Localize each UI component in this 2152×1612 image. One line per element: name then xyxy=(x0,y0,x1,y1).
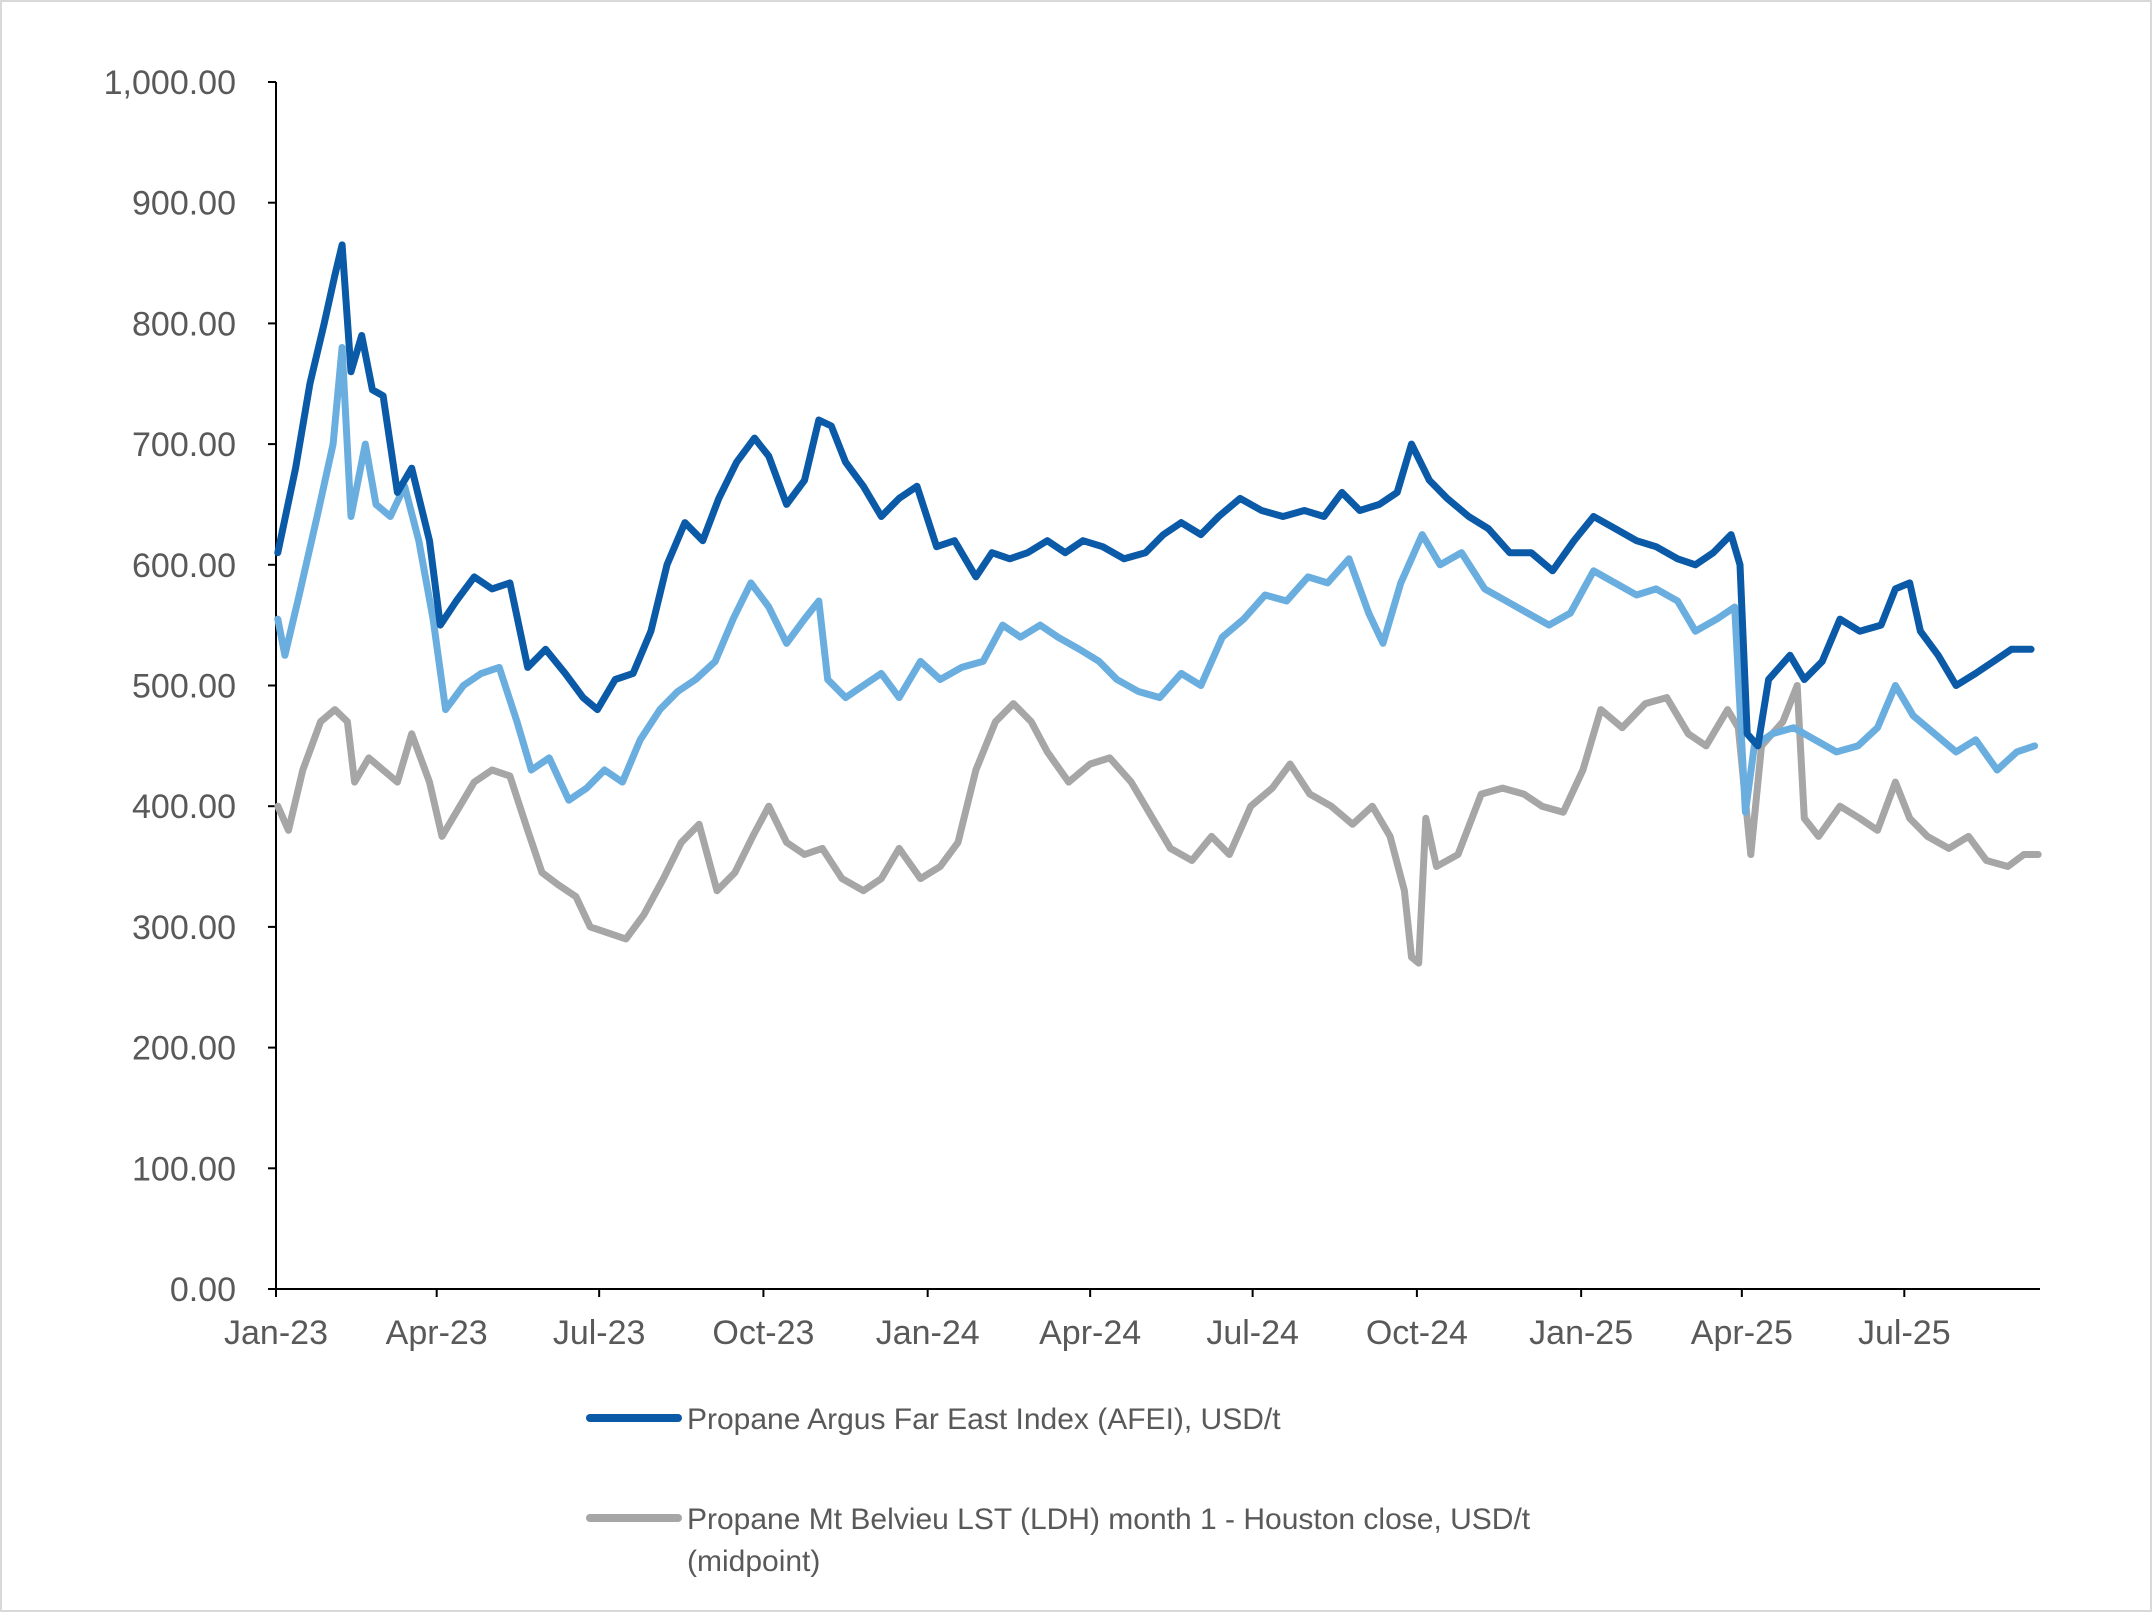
legend-label-line: Propane Mt Belvieu LST (LDH) month 1 - H… xyxy=(687,1503,1531,1536)
x-tick-label: Jan-23 xyxy=(224,1314,328,1352)
x-tick-label: Apr-23 xyxy=(386,1314,488,1352)
y-axis: 0.00 100.00 200.00 300.00 400.00 500.00 600.00… xyxy=(104,64,277,1309)
legend-label-afei: Propane Argus Far East Index (AFEI), USD… xyxy=(687,1403,1281,1436)
x-tick-label: Apr-24 xyxy=(1039,1314,1141,1352)
y-tick-label: 400.00 xyxy=(132,788,236,826)
y-tick-label: 200.00 xyxy=(132,1030,236,1068)
y-tick-label: 500.00 xyxy=(132,668,236,706)
legend-label-mt-belvieu: Propane Mt Belvieu LST (LDH) month 1 - H… xyxy=(687,1503,1531,1578)
y-tick-label: 100.00 xyxy=(132,1150,236,1188)
x-tick-label: Jul-23 xyxy=(553,1314,646,1352)
legend: Propane Argus Far East Index (AFEI), USD… xyxy=(586,1403,1531,1578)
series-line-afei xyxy=(274,241,2035,750)
legend-label-line: (midpoint) xyxy=(687,1545,820,1578)
y-tick-label: 800.00 xyxy=(132,305,236,343)
y-tick-label: 900.00 xyxy=(132,185,236,223)
legend-item-mt-belvieu: Propane Mt Belvieu LST (LDH) month 1 - H… xyxy=(586,1503,1531,1578)
x-tick-label: Oct-24 xyxy=(1366,1314,1468,1352)
x-tick-label: Jul-24 xyxy=(1206,1314,1299,1352)
legend-item-afei: Propane Argus Far East Index (AFEI), USD… xyxy=(586,1403,1281,1436)
x-tick-label: Jan-24 xyxy=(876,1314,980,1352)
y-tick-label: 0.00 xyxy=(170,1271,236,1309)
series-line-mt-belvieu xyxy=(274,682,2042,967)
y-tick-label: 1,000.00 xyxy=(104,64,236,102)
y-tick-label: 300.00 xyxy=(132,909,236,947)
x-axis: Jan-23 Apr-23 Jul-23 Oct-23 Jan-24 Apr-24 Jul-… xyxy=(224,1288,2040,1352)
x-tick-label: Jul-25 xyxy=(1858,1314,1951,1352)
y-tick-label: 600.00 xyxy=(132,547,236,585)
y-tick-label: 700.00 xyxy=(132,426,236,464)
series-lines xyxy=(274,241,2042,967)
x-tick-label: Apr-25 xyxy=(1691,1314,1793,1352)
x-tick-label: Jan-25 xyxy=(1529,1314,1633,1352)
x-tick-label: Oct-23 xyxy=(712,1314,814,1352)
series-line-light-blue xyxy=(274,344,2039,816)
